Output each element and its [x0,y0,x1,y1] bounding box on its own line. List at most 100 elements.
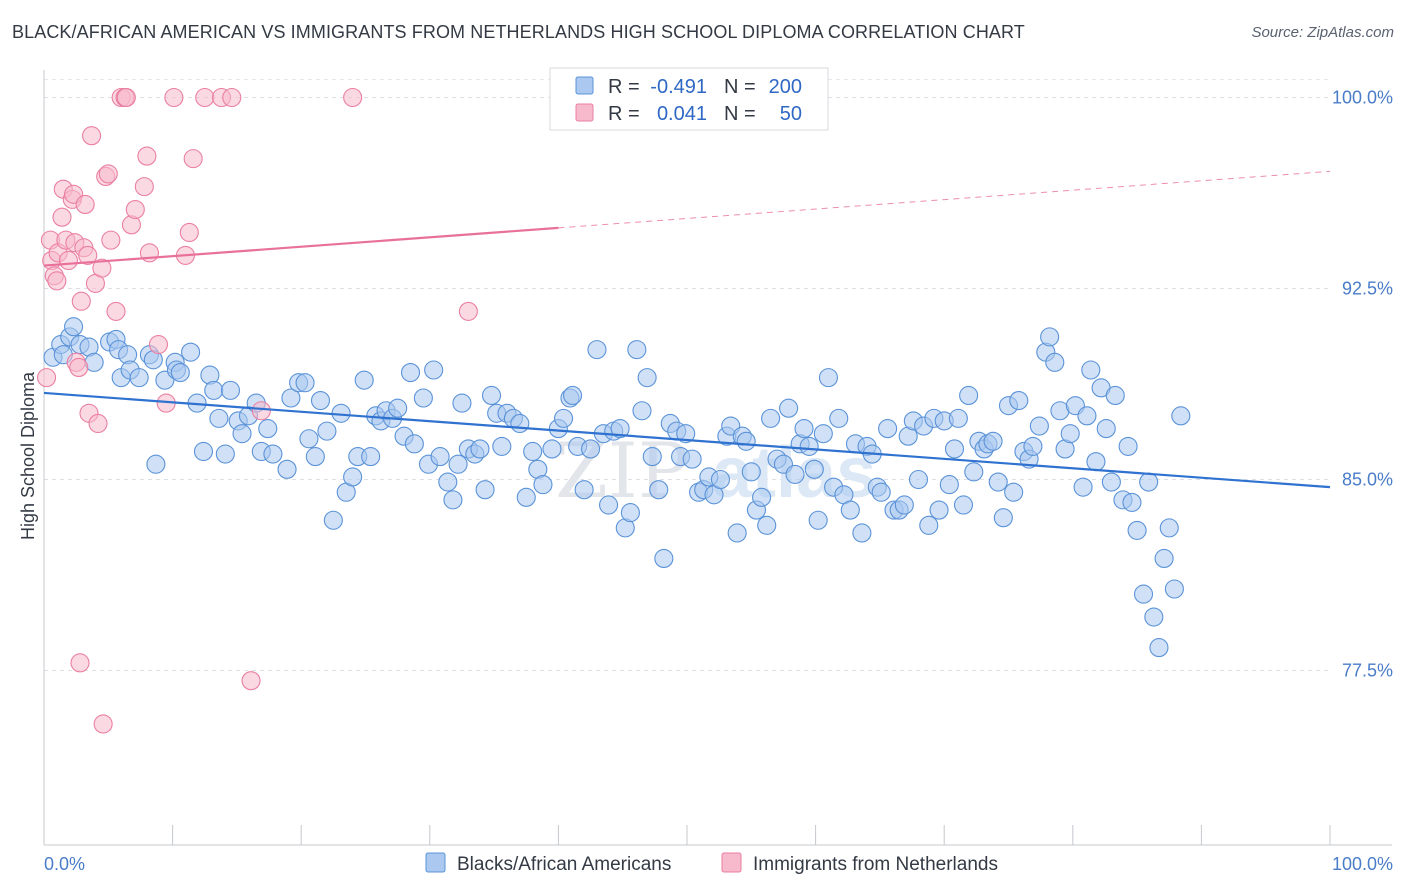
data-point-pink [125,200,145,220]
data-point-blue [299,429,319,449]
data-point-blue [919,515,939,535]
data-point-blue [1073,477,1093,497]
x-tick-label: 0.0% [44,854,85,874]
data-point-blue [741,462,761,482]
data-point-pink [179,222,199,243]
data-point-pink [75,194,95,215]
y-tick-label: 85.0% [1342,470,1393,490]
data-point-blue [181,342,201,362]
data-point-blue [761,408,781,428]
data-point-blue [959,385,979,406]
data-point-blue [516,487,536,507]
data-point-blue [354,370,374,390]
data-point-blue [510,413,530,434]
data-point-blue [929,500,949,520]
data-point-blue [632,401,652,421]
data-point-blue [1159,518,1179,538]
data-point-pink [101,230,121,250]
series-blacks-points [43,317,1191,658]
data-point-blue [542,439,562,459]
data-point-pink [183,149,203,169]
data-point-blue [637,368,657,388]
data-points [37,87,1191,734]
series-netherlands-points [37,87,478,734]
legend-n-label: N = [724,76,756,98]
data-point-pink [343,87,363,108]
data-point-pink [58,250,78,271]
data-point-blue [310,391,331,411]
data-point-blue [438,472,458,492]
data-point-blue [533,475,553,495]
data-point-blue [944,439,965,459]
data-point-pink [241,671,261,691]
data-point-blue [475,480,495,500]
y-axis-title: High School Diploma [18,371,38,540]
data-point-blue [204,380,224,400]
data-point-blue [580,439,601,459]
data-point-blue [1139,472,1159,492]
data-point-pink [251,401,271,421]
data-point-blue [993,508,1013,528]
data-point-blue [1127,520,1147,540]
data-point-blue [323,510,343,530]
data-point-blue [1045,352,1065,372]
data-point-blue [682,449,702,469]
data-point-blue [1023,436,1043,456]
data-point-blue [1118,436,1138,456]
data-point-blue [1081,360,1101,380]
axes: 77.5% 85.0% 92.5% 100.0% 0.0% 100.0% [43,70,1393,874]
data-point-blue [1164,579,1184,599]
data-point-blue [871,482,891,502]
data-point-blue [1105,385,1125,406]
data-point-blue [676,424,696,444]
data-point-blue [1096,419,1116,439]
data-point-blue [220,380,241,400]
data-point-pink [458,301,478,321]
data-point-blue [170,362,190,383]
data-point-pink [52,207,72,227]
chart-source: Source: ZipAtlas.com [1251,24,1394,41]
data-point-blue [840,500,860,520]
data-point-blue [804,459,824,479]
data-point-blue [1154,548,1174,568]
grid-lines [44,79,1330,671]
data-point-pink [78,245,98,265]
data-point-blue [1009,391,1029,411]
legend-n-value: 50 [780,103,802,125]
data-point-blue [343,467,363,487]
data-point-blue [649,480,669,500]
data-point-blue [1040,327,1060,347]
legend-r-value: 0.041 [657,103,707,125]
data-point-blue [232,424,252,444]
data-point-blue [193,441,214,462]
legend-r-label: R = [608,103,640,125]
data-point-pink [88,413,108,434]
bottom-legend-label-pink: Immigrants from Netherlands [753,854,998,875]
data-point-pink [106,301,126,321]
x-tick-label: 100.0% [1332,854,1393,874]
data-point-blue [654,548,674,568]
data-point-pink [92,258,112,278]
data-point-blue [808,510,828,530]
data-point-blue [878,419,898,439]
legend-swatch-pink [575,103,594,122]
data-point-blue [953,495,974,515]
data-point-blue [146,454,166,474]
data-point-blue [388,398,408,418]
data-point-blue [752,487,772,507]
trend-line-pink-extrapolated [558,170,1331,229]
data-point-blue [129,368,149,388]
data-point-blue [710,469,730,490]
data-point-blue [413,388,433,408]
data-point-blue [209,408,229,428]
data-point-blue [727,523,747,543]
data-point-blue [215,444,235,464]
data-point-blue [1060,424,1080,444]
chart-title: BLACK/AFRICAN AMERICAN VS IMMIGRANTS FRO… [12,22,1025,42]
data-point-blue [1086,452,1106,472]
data-point-blue [610,419,630,439]
data-point-blue [736,431,756,451]
data-point-blue [481,385,502,406]
data-point-pink [71,291,91,311]
